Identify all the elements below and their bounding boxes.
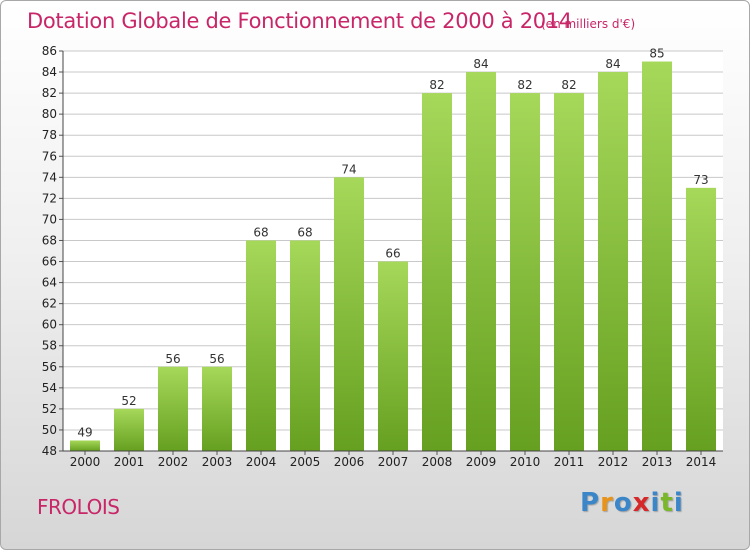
logo-letter: P xyxy=(580,488,601,518)
x-tick-label: 2001 xyxy=(114,455,145,469)
y-tick-label: 50 xyxy=(42,423,57,437)
logo-letter: i xyxy=(673,488,684,518)
y-tick-label: 48 xyxy=(42,444,57,458)
y-tick-label: 54 xyxy=(42,381,57,395)
x-tick-label: 2000 xyxy=(70,455,101,469)
bar xyxy=(422,93,452,452)
y-tick-label: 60 xyxy=(42,318,57,332)
proxiti-logo: Proxiti xyxy=(580,488,684,518)
x-tick-label: 2008 xyxy=(422,455,453,469)
town-name: FROLOIS xyxy=(37,495,120,519)
x-tick-label: 2013 xyxy=(642,455,673,469)
logo-letter: i xyxy=(650,488,661,518)
bar xyxy=(510,93,540,452)
bar-value-label: 52 xyxy=(121,394,136,408)
bar-value-label: 56 xyxy=(165,352,180,366)
x-tick-label: 2004 xyxy=(246,455,277,469)
bar-value-label: 73 xyxy=(693,173,708,187)
chart-unit-note: (en milliers d'€) xyxy=(541,17,636,31)
logo-letter: r xyxy=(600,488,614,518)
chart-title: Dotation Globale de Fonctionnement de 20… xyxy=(27,9,572,33)
y-tick-label: 74 xyxy=(42,170,57,184)
bar xyxy=(378,261,408,451)
bar-value-label: 82 xyxy=(561,78,576,92)
y-tick-label: 56 xyxy=(42,360,57,374)
logo-letter: t xyxy=(660,488,674,518)
bar xyxy=(246,240,276,451)
x-tick-label: 2012 xyxy=(598,455,629,469)
bar-value-label: 49 xyxy=(77,425,92,439)
y-tick-label: 68 xyxy=(42,233,57,247)
logo-letter: x xyxy=(632,488,651,518)
x-tick-label: 2011 xyxy=(554,455,585,469)
x-tick-label: 2009 xyxy=(466,455,497,469)
x-tick-label: 2003 xyxy=(202,455,233,469)
y-tick-label: 86 xyxy=(42,44,57,58)
y-tick-label: 62 xyxy=(42,297,57,311)
bar xyxy=(114,408,144,451)
y-tick-label: 84 xyxy=(42,65,57,79)
x-tick-label: 2005 xyxy=(290,455,321,469)
bar xyxy=(466,72,496,451)
y-tick-label: 52 xyxy=(42,402,57,416)
y-tick-label: 78 xyxy=(42,128,57,142)
logo-letter: o xyxy=(613,488,633,518)
bar xyxy=(686,187,716,451)
bar xyxy=(158,366,188,451)
bar-value-label: 82 xyxy=(429,78,444,92)
bar-value-label: 68 xyxy=(253,225,268,239)
bar-value-label: 68 xyxy=(297,225,312,239)
y-tick-label: 82 xyxy=(42,86,57,100)
y-tick-label: 72 xyxy=(42,191,57,205)
bar-value-label: 74 xyxy=(341,162,356,176)
bar xyxy=(642,61,672,452)
bar xyxy=(554,93,584,452)
y-tick-label: 80 xyxy=(42,107,57,121)
y-tick-label: 64 xyxy=(42,276,57,290)
x-tick-label: 2007 xyxy=(378,455,409,469)
bar xyxy=(334,177,364,451)
bar-value-label: 84 xyxy=(473,57,488,71)
bar xyxy=(70,440,100,451)
bar xyxy=(290,240,320,451)
y-tick-label: 70 xyxy=(42,212,57,226)
bar-value-label: 82 xyxy=(517,78,532,92)
bar-value-label: 84 xyxy=(605,57,620,71)
y-tick-label: 76 xyxy=(42,149,57,163)
x-tick-label: 2006 xyxy=(334,455,365,469)
x-tick-label: 2010 xyxy=(510,455,541,469)
x-tick-label: 2002 xyxy=(158,455,189,469)
bar-value-label: 66 xyxy=(385,247,400,261)
bar-value-label: 85 xyxy=(649,47,664,61)
bar-value-label: 56 xyxy=(209,352,224,366)
x-tick-label: 2014 xyxy=(686,455,717,469)
bar xyxy=(598,72,628,451)
y-tick-label: 66 xyxy=(42,255,57,269)
bar xyxy=(202,366,232,451)
y-tick-label: 58 xyxy=(42,339,57,353)
